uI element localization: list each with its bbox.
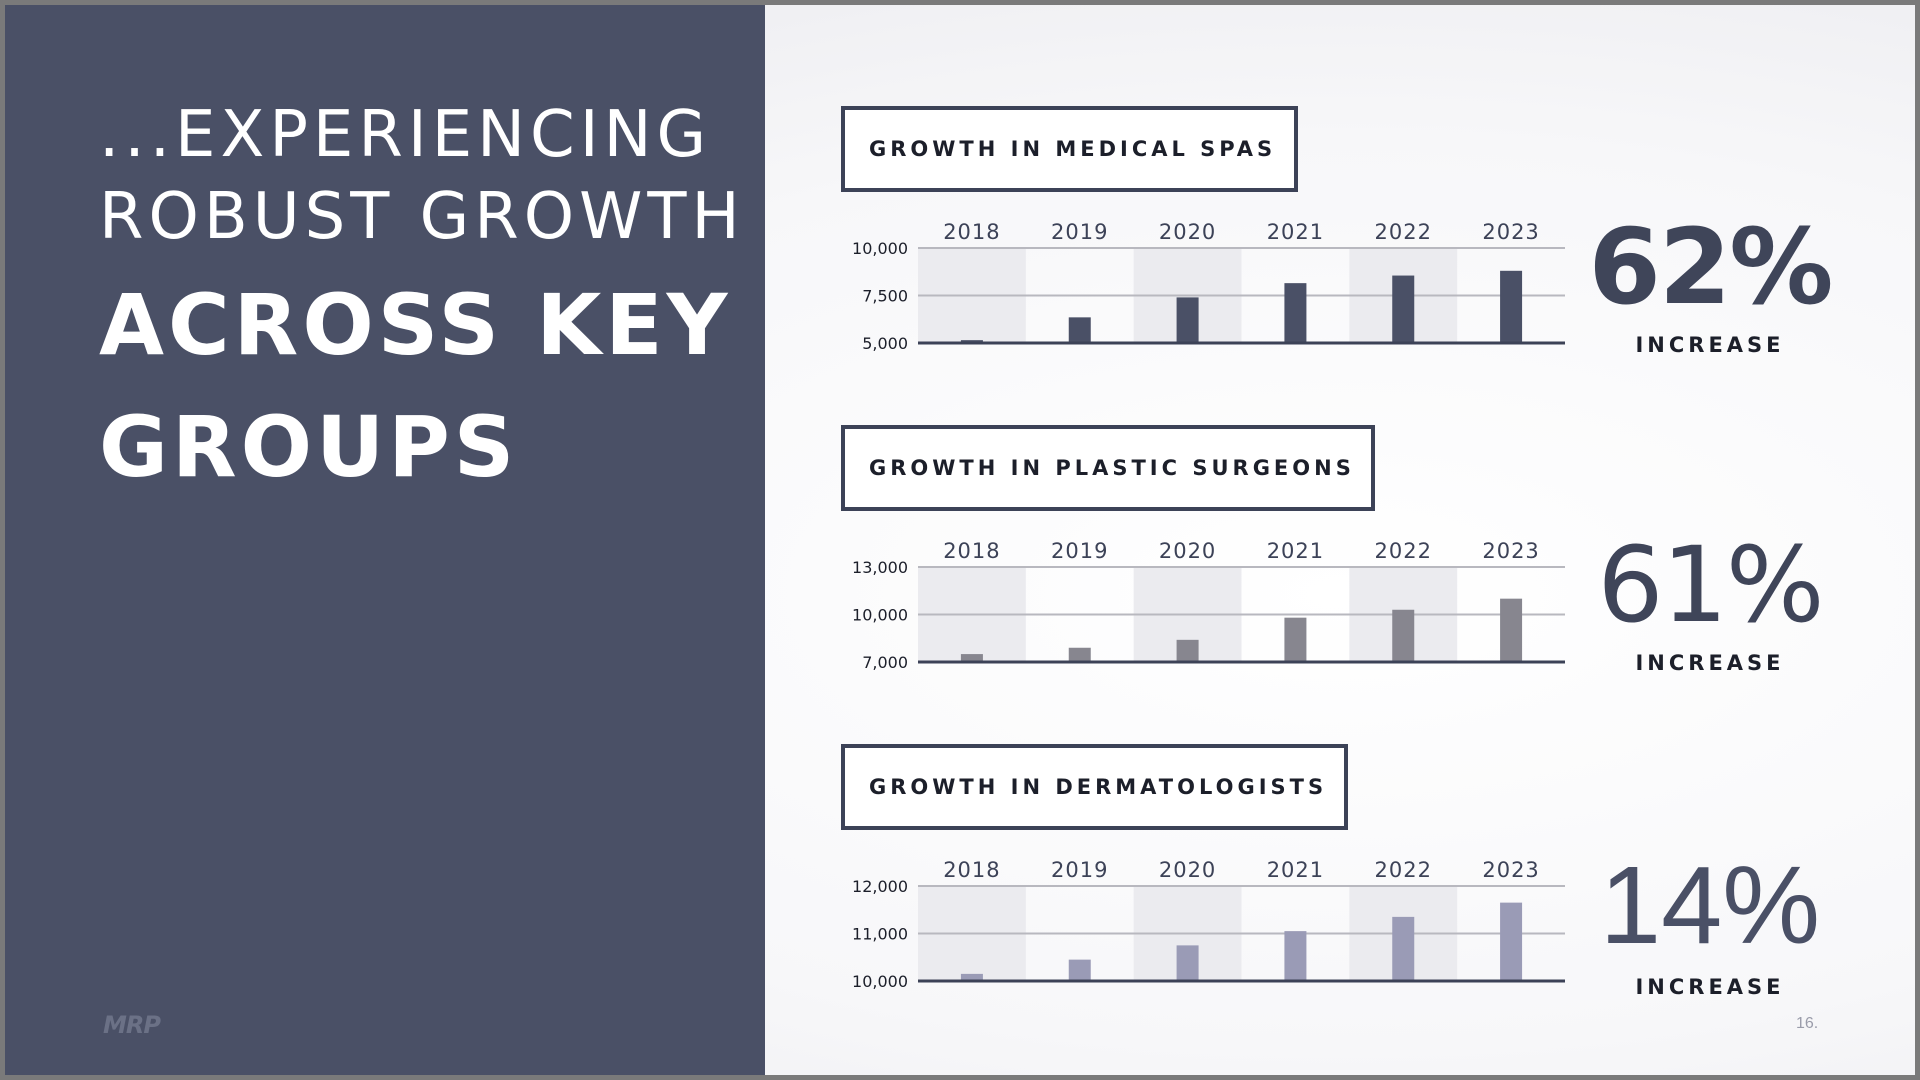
category-label: 2020: [1159, 220, 1216, 244]
y-tick-label: 10,000: [852, 972, 908, 991]
chart-dermatologists: 10,000 11,000 12,000 2018 2019 2020 2021 2022 20…: [852, 858, 1565, 991]
headline-line-2: ROBUST GROWTH: [99, 180, 745, 254]
category-label: 2022: [1375, 858, 1432, 882]
chart-plastic-surgeons: 7,000 10,000 13,000 2018 2019 2020 2021 2022 202…: [852, 539, 1565, 672]
chart-title-box-medical-spas: GROWTH IN MEDICAL SPAS: [841, 106, 1298, 192]
bar: [1500, 270, 1523, 342]
y-tick-label: 13,000: [852, 558, 908, 577]
stat-plastic-surgeons: 61% INCREASE: [1580, 533, 1840, 675]
category-label: 2018: [943, 858, 1000, 882]
chart-medical-spas: 5,000 7,500 10,000 2018 2019 2020 2021 2022 2023: [852, 220, 1565, 353]
slide: ...EXPERIENCING ROBUST GROWTH ACROSS KEY…: [5, 5, 1915, 1075]
y-tick-label: 10,000: [852, 606, 908, 625]
y-tick-label: 7,500: [862, 287, 908, 306]
bar: [1176, 945, 1199, 980]
stat-value-plastic-surgeons: 61%: [1597, 524, 1824, 646]
category-label: 2022: [1375, 220, 1432, 244]
y-tick-label: 11,000: [852, 925, 908, 944]
bar: [1392, 916, 1415, 980]
mrp-logo: MRP: [103, 1011, 161, 1039]
bar: [1500, 598, 1523, 661]
category-label: 2023: [1482, 539, 1539, 563]
headline-line-1: ...EXPERIENCING: [99, 98, 712, 172]
category-label: 2018: [943, 220, 1000, 244]
bar: [960, 654, 983, 661]
bar: [960, 340, 983, 342]
bar: [1068, 317, 1091, 342]
stat-label-plastic-surgeons: INCREASE: [1635, 651, 1785, 675]
stat-label-medical-spas: INCREASE: [1635, 333, 1785, 357]
y-tick-label: 5,000: [862, 334, 908, 353]
stat-label-dermatologists: INCREASE: [1635, 975, 1785, 999]
chart-title-medical-spas: GROWTH IN MEDICAL SPAS: [869, 137, 1277, 161]
bar: [1176, 297, 1199, 342]
bar: [960, 973, 983, 980]
category-label: 2023: [1482, 220, 1539, 244]
chart-title-box-dermatologists: GROWTH IN DERMATOLOGISTS: [841, 744, 1348, 830]
category-label: 2023: [1482, 858, 1539, 882]
headline-line-3: ACROSS KEY: [99, 276, 732, 374]
stat-dermatologists: 14% INCREASE: [1580, 844, 1840, 1000]
bar: [1176, 639, 1199, 661]
category-label: 2019: [1051, 220, 1108, 244]
category-label: 2021: [1267, 539, 1324, 563]
stat-value-dermatologists: 14%: [1599, 844, 1821, 967]
chart-title-plastic-surgeons: GROWTH IN PLASTIC SURGEONS: [869, 456, 1355, 480]
chart-title-box-plastic-surgeons: GROWTH IN PLASTIC SURGEONS: [841, 425, 1375, 511]
stat-medical-spas: 62% INCREASE: [1580, 215, 1840, 357]
category-label: 2020: [1159, 858, 1216, 882]
bar: [1284, 931, 1307, 980]
bar: [1284, 283, 1307, 342]
page-number: 16.: [1796, 1015, 1819, 1032]
category-label: 2022: [1375, 539, 1432, 563]
bar: [1068, 959, 1091, 980]
category-label: 2020: [1159, 539, 1216, 563]
bar: [1068, 647, 1091, 661]
category-label: 2019: [1051, 539, 1108, 563]
y-tick-label: 12,000: [852, 877, 908, 896]
category-label: 2018: [943, 539, 1000, 563]
stat-value-medical-spas: 62%: [1588, 206, 1834, 328]
bar: [1392, 609, 1415, 661]
bar: [1392, 275, 1415, 342]
bar: [1284, 617, 1307, 661]
category-label: 2021: [1267, 220, 1324, 244]
category-label: 2021: [1267, 858, 1324, 882]
chart-title-dermatologists: GROWTH IN DERMATOLOGISTS: [869, 775, 1328, 799]
category-label: 2019: [1051, 858, 1108, 882]
headline-line-4: GROUPS: [99, 398, 519, 496]
y-tick-label: 10,000: [852, 239, 908, 258]
left-panel: ...EXPERIENCING ROBUST GROWTH ACROSS KEY…: [5, 5, 765, 1075]
y-tick-label: 7,000: [862, 653, 908, 672]
bar: [1500, 902, 1523, 980]
